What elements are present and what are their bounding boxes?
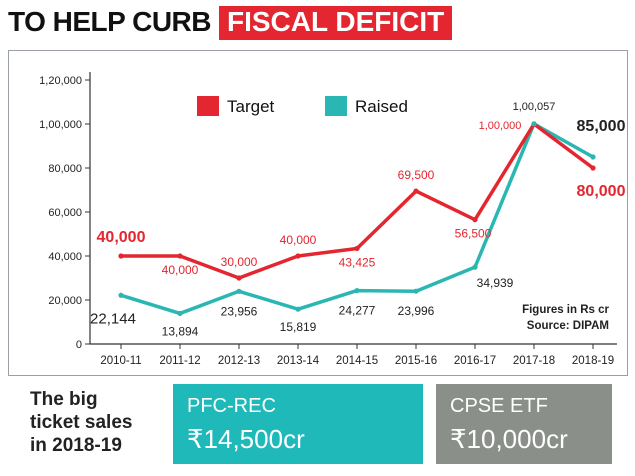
target-data-label: 40,000: [97, 229, 146, 246]
raised-point: [177, 310, 183, 317]
target-data-label: 40,000: [280, 233, 317, 247]
x-tick-label: 2010-11: [100, 355, 141, 367]
y-tick-label: 1,20,000: [39, 75, 82, 87]
raised-point: [354, 287, 360, 294]
x-tick-label: 2017-18: [513, 355, 555, 367]
y-tick-label: 80,000: [48, 163, 82, 175]
target-data-label: 56,500: [455, 227, 492, 241]
raised-data-label: 85,000: [577, 118, 626, 135]
raised-data-label: 13,894: [162, 324, 199, 338]
y-tick-label: 20,000: [48, 295, 82, 307]
intro-line-3: in 2018-19: [30, 435, 122, 456]
headline-part1: TO HELP CURB: [8, 6, 212, 37]
legend-label-target: Target: [227, 97, 275, 116]
target-data-label: 30,000: [221, 255, 258, 269]
raised-point: [531, 121, 537, 127]
series-line-raised: [120, 122, 594, 316]
raised-point: [472, 264, 478, 270]
target-data-label: 43,425: [339, 255, 376, 269]
card-cpse-etf-amount: ₹10,000cr: [450, 424, 568, 454]
y-tick-label: 60,000: [48, 207, 82, 219]
target-data-label: 69,500: [398, 168, 435, 182]
raised-data-label: 23,996: [398, 304, 435, 318]
card-cpse-etf: CPSE ETF ₹10,000cr: [436, 384, 612, 464]
y-tick-label: 1,00,000: [39, 119, 82, 131]
target-data-label: 40,000: [162, 263, 199, 277]
raised-data-label: 22,144: [90, 310, 136, 327]
card-pfc-rec: PFC-REC ₹14,500cr: [173, 384, 423, 464]
x-tick-label: 2012-13: [218, 355, 260, 367]
x-tick-label: 2014-15: [336, 355, 378, 367]
raised-point: [295, 306, 301, 312]
headline-part2: FISCAL DEFICIT: [219, 6, 453, 40]
target-point: [295, 253, 301, 259]
target-point: [472, 217, 478, 223]
card-cpse-etf-name: CPSE ETF: [450, 395, 548, 417]
bottom-panel: The big ticket sales in 2018-19 PFC-REC …: [8, 378, 628, 472]
target-point: [236, 275, 242, 281]
raised-data-label: 1,00,057: [513, 101, 556, 113]
y-tick-label: 40,000: [48, 251, 82, 263]
target-point: [413, 188, 419, 194]
raised-data-label: 23,956: [221, 304, 258, 318]
card-pfc-rec-name: PFC-REC: [187, 395, 276, 417]
intro-line-2: ticket sales: [30, 412, 133, 433]
raised-data-label: 15,819: [280, 320, 317, 334]
card-pfc-rec-amount: ₹14,500cr: [187, 424, 305, 454]
headline: TO HELP CURB FISCAL DEFICIT: [8, 6, 453, 44]
figures-note: Figures in Rs cr: [522, 304, 609, 316]
x-tick-label: 2016-17: [454, 355, 496, 367]
legend-label-raised: Raised: [355, 97, 408, 116]
x-tick-label: 2013-14: [277, 355, 320, 367]
target-point: [354, 245, 360, 252]
raised-data-label: 24,277: [339, 304, 376, 318]
y-tick-label: 0: [76, 339, 82, 351]
raised-point: [590, 154, 596, 160]
legend-swatch-target: [197, 96, 219, 116]
target-point: [177, 253, 183, 259]
intro-line-1: The big: [30, 389, 98, 410]
raised-point: [118, 292, 124, 298]
target-point: [590, 165, 596, 171]
x-tick-label: 2018-19: [572, 355, 614, 367]
raised-point: [413, 288, 419, 294]
raised-data-label: 34,939: [477, 276, 514, 290]
big-ticket-intro: The big ticket sales in 2018-19: [30, 388, 170, 457]
source-note: Source: DIPAM: [527, 320, 609, 332]
target-data-label: 80,000: [577, 183, 626, 200]
raised-point: [236, 288, 242, 294]
legend-swatch-raised: [325, 96, 347, 116]
x-tick-label: 2015-16: [395, 355, 437, 367]
target-point: [118, 253, 124, 259]
line-chart: 0 20,000 40,000 60,000 80,000 1,00,000 1,20,00…: [39, 72, 626, 367]
target-data-label: 1,00,000: [479, 120, 522, 132]
chart-frame: 0 20,000 40,000 60,000 80,000 1,00,000 1,20,00…: [8, 50, 628, 376]
x-tick-label: 2011-12: [159, 355, 200, 367]
